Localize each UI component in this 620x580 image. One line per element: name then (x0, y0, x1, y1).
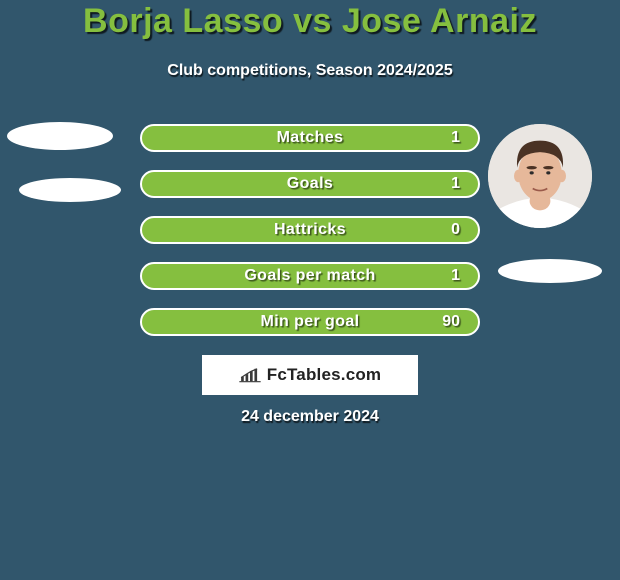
page-title: Borja Lasso vs Jose Arnaiz (0, 2, 620, 41)
stat-bar-value: 1 (451, 126, 460, 150)
page-subtitle: Club competitions, Season 2024/2025 (0, 62, 620, 80)
left-placeholder-ellipse-1 (7, 122, 113, 150)
bar-chart-icon (239, 367, 261, 383)
stat-bar-label: Min per goal (142, 310, 478, 334)
player-avatar (488, 124, 592, 228)
stat-bar: Goals1 (140, 170, 480, 198)
stat-bars: Matches1Goals1Hattricks0Goals per match1… (140, 124, 480, 354)
stat-bar-label: Goals (142, 172, 478, 196)
stat-bar: Min per goal90 (140, 308, 480, 336)
brand-box: FcTables.com (202, 355, 418, 395)
stat-bar: Matches1 (140, 124, 480, 152)
stat-bar-value: 1 (451, 172, 460, 196)
stat-bar: Goals per match1 (140, 262, 480, 290)
stat-bar-value: 1 (451, 264, 460, 288)
brand-text: FcTables.com (267, 365, 382, 385)
comparison-infographic: Borja Lasso vs Jose Arnaiz Club competit… (0, 0, 620, 580)
stat-bar-value: 0 (451, 218, 460, 242)
stat-bar-label: Hattricks (142, 218, 478, 242)
avatar-icon (488, 124, 592, 228)
left-placeholder-ellipse-2 (19, 178, 121, 202)
stat-bar: Hattricks0 (140, 216, 480, 244)
stat-bar-label: Goals per match (142, 264, 478, 288)
right-placeholder-ellipse (498, 259, 602, 283)
stat-bar-label: Matches (142, 126, 478, 150)
footer-date: 24 december 2024 (0, 408, 620, 426)
stat-bar-value: 90 (442, 310, 460, 334)
